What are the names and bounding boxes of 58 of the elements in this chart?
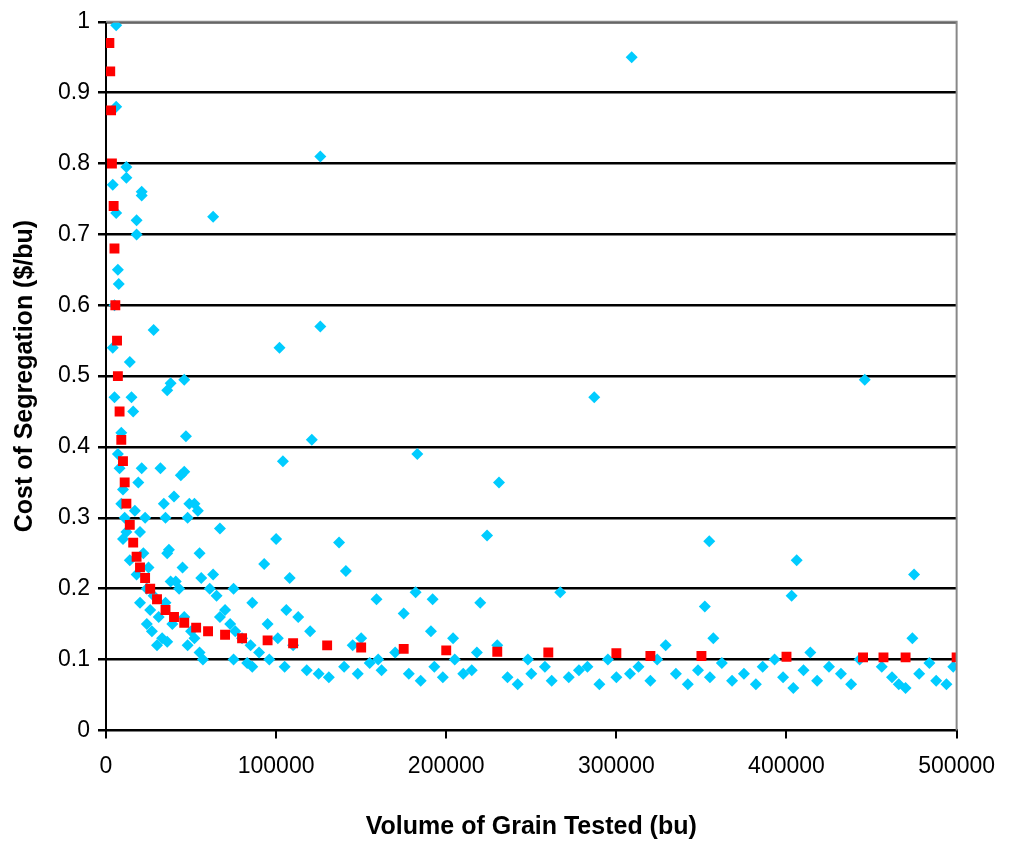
point [169,612,179,622]
point [322,640,333,651]
x-axis-title: Volume of Grain Tested (bu) [365,810,697,839]
y-tick-label: 0.8 [57,148,90,175]
point [398,643,409,654]
point [543,647,554,658]
point [105,66,116,77]
point [112,371,123,382]
y-axis-title: Cost of Segregation ($/bu) [8,219,37,533]
point [858,652,868,663]
point [262,635,273,646]
y-tick-label: 0.6 [57,290,90,317]
point [131,551,142,562]
point [781,651,792,662]
point [492,646,503,657]
x-tick-label: 300000 [577,751,655,778]
point [116,434,127,445]
point [645,651,656,661]
x-tick-label: 200000 [407,751,485,778]
point [179,617,190,628]
point [220,629,231,640]
point [106,105,117,116]
x-tick-label: 100000 [237,751,315,778]
point [152,594,162,605]
point [203,626,213,637]
point [441,645,452,656]
y-tick-label: 1 [77,7,90,34]
point [191,622,202,633]
y-tick-label: 0.7 [57,219,90,246]
point [108,201,119,211]
point [112,335,122,346]
point [106,158,117,169]
point [105,38,115,49]
y-tick-label: 0.5 [57,361,90,388]
y-tick-label: 0.9 [57,78,90,104]
x-tick-label: 400000 [748,751,825,778]
point [119,477,130,488]
point [145,583,156,594]
y-tick-label: 0.2 [57,574,90,601]
point [118,456,128,467]
y-tick-label: 0.4 [57,432,91,459]
y-tick-label: 0 [77,715,90,742]
point [114,406,125,417]
point [878,652,889,663]
point [611,648,622,659]
point [128,537,139,548]
point [135,562,145,573]
point [696,651,707,661]
point [124,519,135,530]
point [109,243,120,254]
x-tick-label: 0 [99,751,113,778]
x-tick-label: 500000 [918,751,995,778]
point [356,642,367,653]
y-tick-label: 0.1 [57,644,90,671]
point [140,573,151,583]
point [900,652,911,663]
point [121,498,132,509]
y-tick-label: 0.3 [57,503,90,530]
